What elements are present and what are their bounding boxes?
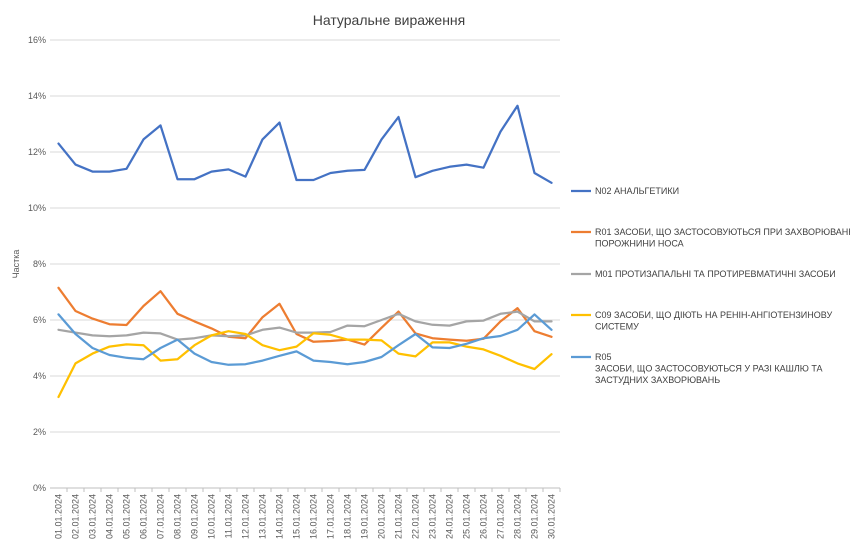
x-tick-label: 07.01.2024 xyxy=(156,494,166,539)
legend-label: СИСТЕМУ xyxy=(595,322,639,332)
x-tick-label: 01.01.2024 xyxy=(54,494,64,539)
y-tick-label: 6% xyxy=(33,315,46,325)
x-tick-label: 16.01.2024 xyxy=(309,494,319,539)
chart-title: Натуральне вираження xyxy=(313,12,465,28)
y-axis: 0% 2% 4% 6% 8% 10% 12% 14% 16% xyxy=(28,35,46,493)
series-line-3 xyxy=(57,310,553,341)
y-tick-label: 10% xyxy=(28,203,46,213)
y-tick-label: 12% xyxy=(28,147,46,157)
x-tick-label: 22.01.2024 xyxy=(411,494,421,539)
x-tick-label: 17.01.2024 xyxy=(326,494,336,539)
y-tick-label: 4% xyxy=(33,371,46,381)
legend-label: R05 xyxy=(595,352,612,362)
series-line-5 xyxy=(57,313,553,366)
series-line-2 xyxy=(57,286,553,346)
x-tick-label: 25.01.2024 xyxy=(462,494,472,539)
x-tick-label: 12.01.2024 xyxy=(241,494,251,539)
x-tick-label: 04.01.2024 xyxy=(105,494,115,539)
y-tick-label: 14% xyxy=(28,91,46,101)
x-tick-label: 15.01.2024 xyxy=(292,494,302,539)
series-line-4 xyxy=(57,330,553,399)
x-axis: 01.01.2024 02.01.2024 03.01.2024 04.01.2024… xyxy=(54,488,561,539)
x-tick-label: 26.01.2024 xyxy=(479,494,489,539)
x-tick-label: 10.01.2024 xyxy=(207,494,217,539)
x-tick-label: 29.01.2024 xyxy=(530,494,540,539)
x-tick-label: 09.01.2024 xyxy=(190,494,200,539)
legend-label: ЗАСОБИ, ЩО ЗАСТОСОВУЮТЬСЯ У РАЗІ КАШЛЮ Т… xyxy=(595,364,823,374)
x-tick-label: 30.01.2024 xyxy=(547,494,557,539)
x-tick-label: 24.01.2024 xyxy=(445,494,455,539)
y-tick-label: 2% xyxy=(33,427,46,437)
x-tick-label: 20.01.2024 xyxy=(377,494,387,539)
legend-label: C09 ЗАСОБИ, ЩО ДІЮТЬ НА РЕНІН-АНГІОТЕНЗИ… xyxy=(595,310,832,320)
x-tick-label: 23.01.2024 xyxy=(428,494,438,539)
legend-label: ЗАСТУДНИХ ЗАХВОРЮВАНЬ xyxy=(595,375,720,385)
series-lines xyxy=(57,104,553,399)
x-tick-label: 13.01.2024 xyxy=(258,494,268,539)
legend-label: ПОРОЖНИНИ НОСА xyxy=(595,239,684,249)
series-line-1 xyxy=(57,104,553,184)
legend-label: N02 АНАЛЬГЕТИКИ xyxy=(595,186,679,196)
x-tick-label: 11.01.2024 xyxy=(224,494,234,538)
y-tick-label: 8% xyxy=(33,259,46,269)
x-tick-label: 08.01.2024 xyxy=(173,494,183,539)
legend-label: M01 ПРОТИЗАПАЛЬНІ ТА ПРОТИРЕВМАТИЧНІ ЗАС… xyxy=(595,269,836,279)
gridlines xyxy=(50,39,560,489)
legend-label: R01 ЗАСОБИ, ЩО ЗАСТОСОВУЮТЬСЯ ПРИ ЗАХВОР… xyxy=(595,227,850,237)
x-tick-label: 03.01.2024 xyxy=(88,494,98,539)
x-tick-label: 02.01.2024 xyxy=(71,494,81,539)
x-tick-label: 14.01.2024 xyxy=(275,494,285,539)
x-tick-label: 18.01.2024 xyxy=(343,494,353,539)
y-tick-label: 0% xyxy=(33,483,46,493)
x-tick-label: 21.01.2024 xyxy=(394,494,404,539)
x-tick-label: 05.01.2024 xyxy=(122,494,132,539)
legend: N02 АНАЛЬГЕТИКИ R01 ЗАСОБИ, ЩО ЗАСТОСОВУЮ… xyxy=(571,186,850,385)
x-tick-label: 19.01.2024 xyxy=(360,494,370,539)
y-axis-title: Частка xyxy=(11,250,21,279)
x-tick-label: 28.01.2024 xyxy=(513,494,523,539)
y-tick-label: 16% xyxy=(28,35,46,45)
x-tick-label: 06.01.2024 xyxy=(139,494,149,539)
x-tick-label: 27.01.2024 xyxy=(496,494,506,539)
